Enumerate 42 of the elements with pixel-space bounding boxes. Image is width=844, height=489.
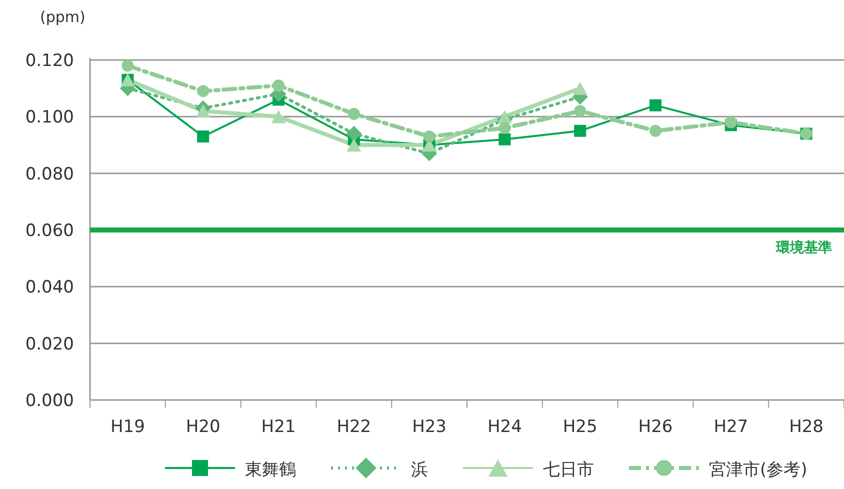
y-axis-title: (ppm): [40, 8, 86, 26]
x-tick-label: H27: [714, 417, 748, 437]
y-tick-label: 0.040: [25, 278, 74, 298]
ref-line-label: 環境基準: [775, 239, 832, 256]
point: [650, 99, 662, 112]
point: [122, 60, 134, 72]
y-tick-label: 0.120: [25, 51, 74, 71]
point: [572, 82, 588, 95]
point: [272, 80, 284, 92]
point: [196, 104, 210, 118]
x-tick-label: H19: [110, 417, 145, 437]
point: [650, 124, 662, 137]
y-tick-label: 0.060: [25, 221, 74, 241]
point: [348, 108, 360, 120]
point: [346, 126, 362, 142]
point: [346, 138, 362, 152]
legend-label: 浜: [411, 460, 428, 480]
x-tick-label: H28: [789, 417, 824, 437]
point: [197, 85, 210, 98]
x-tick-label: H25: [562, 417, 598, 437]
x-tick-label: H20: [186, 417, 220, 437]
point: [574, 124, 586, 137]
point: [574, 105, 586, 117]
y-tick-label: 0.080: [25, 164, 74, 184]
point: [498, 110, 512, 124]
x-tick-label: H21: [261, 417, 296, 437]
y-tick-label: 0.020: [25, 334, 74, 354]
x-tick-label: H24: [487, 417, 522, 437]
point: [724, 116, 737, 128]
legend-label: 東舞鶴: [245, 460, 296, 480]
point: [498, 122, 511, 134]
x-tick-label: H26: [638, 417, 673, 437]
point: [498, 133, 511, 146]
point: [423, 130, 436, 142]
legend-label: 七日市: [543, 460, 594, 480]
point: [197, 130, 210, 142]
y-tick-label: 0.000: [25, 391, 74, 411]
x-tick-label: H23: [412, 417, 447, 437]
x-tick-label: H22: [336, 417, 372, 437]
legend-label: 宮津市(参考): [709, 460, 808, 480]
y-tick-label: 0.100: [25, 108, 74, 128]
point: [271, 110, 286, 124]
